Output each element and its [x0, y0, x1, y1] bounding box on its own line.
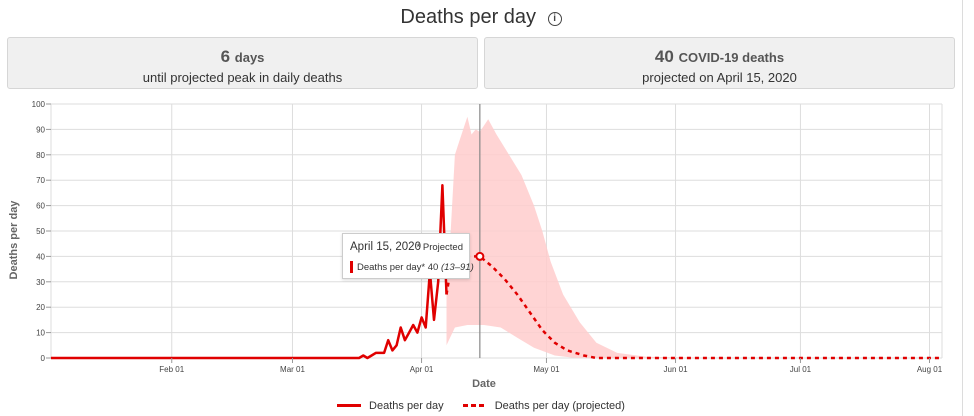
y-tick-label: 10: [36, 329, 45, 338]
projected-deaths-caption: projected on April 15, 2020: [642, 70, 797, 85]
x-tick-label: May 01: [533, 365, 560, 374]
tooltip-date: April 15, 2020: [350, 241, 421, 253]
cursor-point: [475, 251, 485, 261]
tooltip-series-swatch: [350, 261, 353, 273]
series-lines: [51, 184, 942, 360]
x-tick-label: Mar 01: [280, 365, 305, 374]
y-tick-label: 20: [36, 303, 45, 312]
x-tick-label: Apr 01: [410, 365, 434, 374]
hover-tooltip: April 15, 2020 * Projected Deaths per da…: [342, 233, 474, 279]
projected-deaths-value: 40 COVID-19 deaths: [485, 47, 954, 67]
peak-days-unit: days: [234, 50, 265, 65]
axes: 0 10 20 30 40 50 60 70 80 90 100 Feb 01 Mar 01 Apr 01…: [32, 100, 943, 374]
series-actual-line: [51, 184, 448, 360]
y-tick-label: 90: [36, 125, 45, 134]
hover-cursor: [475, 104, 485, 358]
x-axis-title: Date: [472, 378, 496, 390]
tooltip-series-line: Deaths per day* 40 (13–91): [357, 262, 474, 273]
projection-band: [446, 116, 713, 358]
y-tick-label: 60: [36, 202, 45, 211]
projected-deaths-number: 40: [654, 47, 674, 66]
tooltip-series-label: Deaths per day*: [357, 262, 426, 273]
legend-swatch-dashed: [462, 404, 487, 407]
legend-label-actual: Deaths per day: [369, 399, 444, 412]
peak-countdown-card: 6 days until projected peak in daily dea…: [7, 37, 478, 89]
uncertainty-band: [446, 116, 713, 358]
peak-countdown-value: 6 days: [8, 47, 477, 67]
projected-deaths-card: 40 COVID-19 deaths projected on April 15…: [484, 37, 955, 89]
y-tick-label: 100: [32, 100, 46, 109]
projected-deaths-unit: COVID-19 deaths: [678, 50, 785, 65]
page-title: Deaths per day: [400, 6, 537, 28]
chart-header: Deaths per day i: [0, 6, 962, 29]
legend-label-projected: Deaths per day (projected): [494, 399, 625, 412]
y-tick-label: 0: [41, 354, 46, 363]
y-tick-label: 70: [36, 176, 45, 185]
x-tick-label: Jul 01: [790, 365, 812, 374]
tooltip-range: (13–91): [440, 262, 474, 273]
chart-legend: Deaths per day Deaths per day (projected…: [0, 398, 962, 412]
x-tick-label: Aug 01: [917, 365, 943, 374]
x-tick-label: Feb 01: [159, 365, 184, 374]
y-tick-label: 80: [36, 151, 45, 160]
peak-countdown-caption: until projected peak in daily deaths: [142, 70, 343, 85]
info-icon[interactable]: i: [547, 12, 562, 26]
tooltip-projected-note: * Projected: [416, 242, 463, 253]
y-tick-label: 50: [36, 227, 45, 236]
peak-days-number: 6: [220, 47, 231, 66]
tooltip-value: 40: [427, 262, 439, 273]
x-tick-label: Jun 01: [664, 365, 689, 374]
legend-item-actual[interactable]: Deaths per day: [337, 400, 444, 412]
y-tick-label: 30: [36, 278, 45, 287]
y-tick-label: 40: [36, 252, 45, 261]
legend-swatch-solid: [337, 404, 362, 407]
series-projected-line: [445, 255, 942, 360]
legend-item-projected[interactable]: Deaths per day (projected): [462, 399, 625, 412]
y-axis-title: Deaths per day: [8, 200, 20, 280]
